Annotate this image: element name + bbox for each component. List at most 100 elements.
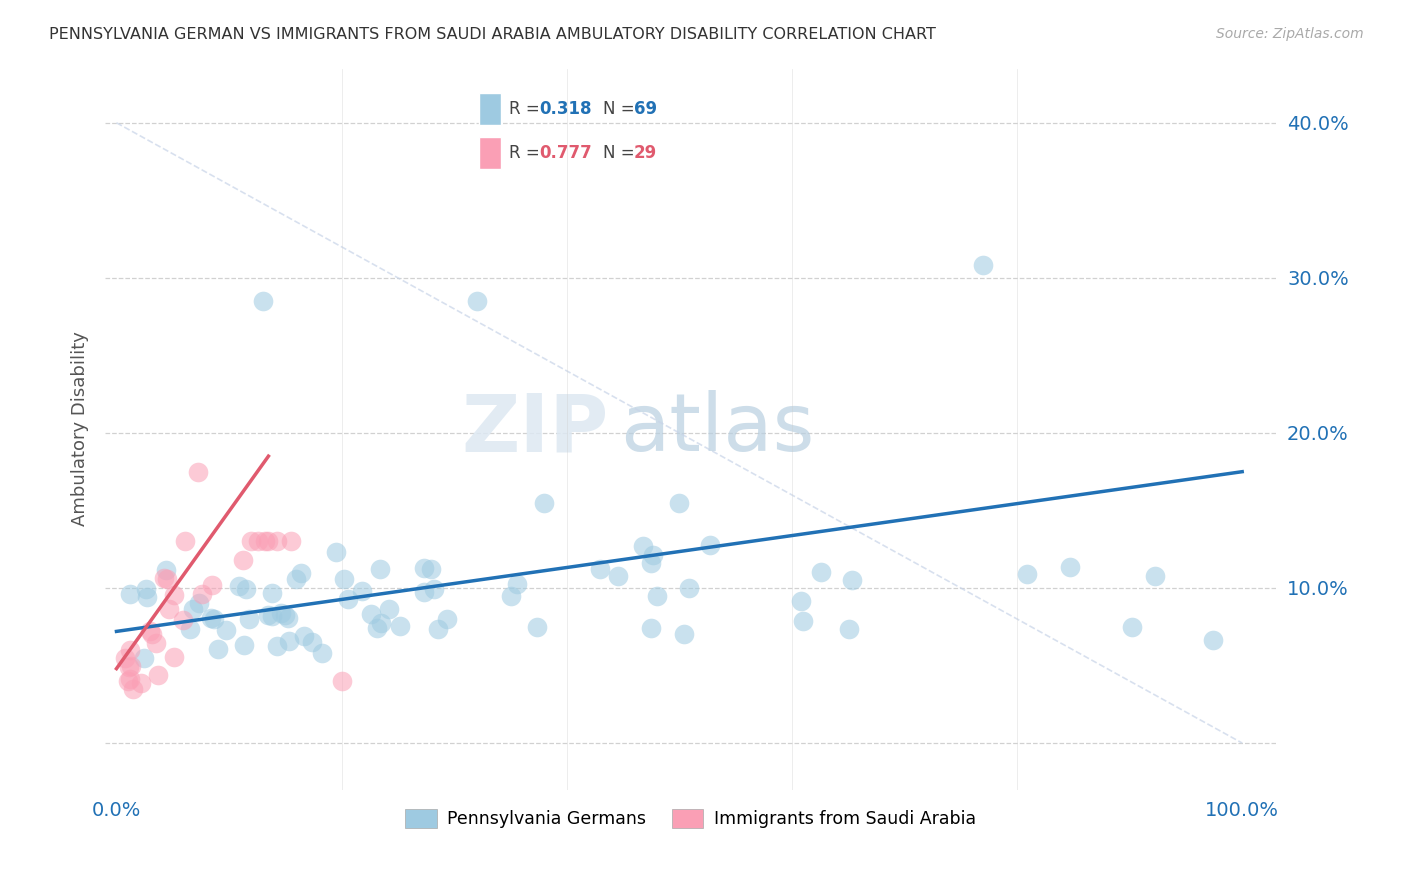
Point bbox=[266, 534, 288, 549]
Point bbox=[257, 534, 280, 549]
Point bbox=[262, 609, 284, 624]
Point bbox=[631, 539, 654, 553]
Point bbox=[232, 553, 254, 567]
Point bbox=[1121, 620, 1143, 634]
Point bbox=[436, 612, 458, 626]
Text: PENNSYLVANIA GERMAN VS IMMIGRANTS FROM SAUDI ARABIA AMBULATORY DISABILITY CORREL: PENNSYLVANIA GERMAN VS IMMIGRANTS FROM S… bbox=[49, 27, 936, 42]
Point bbox=[172, 613, 194, 627]
Point bbox=[423, 582, 446, 596]
Point bbox=[810, 565, 832, 579]
Point bbox=[325, 545, 347, 559]
Point bbox=[156, 572, 179, 586]
Point bbox=[187, 596, 209, 610]
Point bbox=[118, 660, 141, 674]
Point bbox=[247, 534, 270, 549]
Point bbox=[506, 577, 529, 591]
Point bbox=[330, 673, 353, 688]
Point bbox=[292, 629, 315, 643]
Point bbox=[641, 549, 664, 563]
Point bbox=[117, 673, 139, 688]
Point bbox=[277, 611, 299, 625]
Point bbox=[789, 594, 811, 608]
Point bbox=[645, 589, 668, 603]
Point bbox=[277, 634, 299, 648]
Y-axis label: Ambulatory Disability: Ambulatory Disability bbox=[72, 332, 89, 526]
Point bbox=[157, 602, 180, 616]
Point bbox=[533, 496, 555, 510]
Point bbox=[139, 624, 162, 639]
Point bbox=[838, 622, 860, 636]
Point bbox=[284, 572, 307, 586]
Point bbox=[228, 579, 250, 593]
Point bbox=[129, 676, 152, 690]
Point bbox=[526, 620, 548, 634]
Point bbox=[1059, 559, 1081, 574]
Point bbox=[215, 623, 238, 637]
Point bbox=[280, 534, 302, 549]
Point bbox=[120, 587, 142, 601]
Point bbox=[606, 568, 628, 582]
Point bbox=[640, 622, 662, 636]
Point bbox=[465, 294, 488, 309]
Point bbox=[290, 566, 312, 581]
Point bbox=[311, 646, 333, 660]
Point bbox=[672, 626, 695, 640]
Point bbox=[186, 465, 208, 479]
Point bbox=[262, 586, 284, 600]
Point bbox=[146, 667, 169, 681]
Point bbox=[200, 611, 222, 625]
Point bbox=[370, 616, 392, 631]
Point bbox=[145, 636, 167, 650]
Point bbox=[389, 619, 412, 633]
Text: ZIP: ZIP bbox=[461, 390, 609, 468]
Point bbox=[153, 572, 176, 586]
Point bbox=[207, 642, 229, 657]
Point bbox=[352, 583, 374, 598]
Point bbox=[202, 612, 225, 626]
Point bbox=[254, 534, 277, 549]
Point bbox=[668, 496, 690, 510]
Point bbox=[413, 561, 436, 575]
Point bbox=[274, 607, 297, 622]
Point bbox=[162, 650, 184, 665]
Point bbox=[120, 659, 142, 673]
Point bbox=[136, 590, 159, 604]
Point bbox=[174, 534, 197, 549]
Point bbox=[232, 638, 254, 652]
Point bbox=[426, 622, 449, 636]
Point bbox=[118, 643, 141, 657]
Point bbox=[972, 259, 994, 273]
Point bbox=[792, 614, 814, 628]
Point bbox=[360, 607, 382, 621]
Point bbox=[699, 538, 721, 552]
Point bbox=[163, 589, 186, 603]
Point bbox=[1015, 567, 1038, 582]
Point bbox=[252, 294, 274, 309]
Point bbox=[378, 602, 401, 616]
Point bbox=[256, 608, 278, 623]
Point bbox=[420, 562, 443, 576]
Point bbox=[370, 561, 392, 575]
Point bbox=[200, 578, 222, 592]
Point bbox=[366, 621, 388, 635]
Point bbox=[179, 622, 201, 636]
Point bbox=[640, 556, 662, 570]
Point bbox=[155, 563, 177, 577]
Point bbox=[270, 606, 292, 620]
Point bbox=[141, 627, 163, 641]
Text: Source: ZipAtlas.com: Source: ZipAtlas.com bbox=[1216, 27, 1364, 41]
Point bbox=[118, 672, 141, 686]
Point bbox=[1202, 632, 1225, 647]
Point bbox=[114, 650, 136, 665]
Point bbox=[589, 562, 612, 576]
Point bbox=[132, 650, 155, 665]
Point bbox=[235, 582, 257, 596]
Point bbox=[1144, 569, 1167, 583]
Point bbox=[191, 587, 214, 601]
Point bbox=[841, 574, 863, 588]
Point bbox=[499, 589, 522, 603]
Point bbox=[122, 681, 145, 696]
Point bbox=[301, 635, 323, 649]
Point bbox=[135, 582, 157, 596]
Text: atlas: atlas bbox=[620, 390, 814, 468]
